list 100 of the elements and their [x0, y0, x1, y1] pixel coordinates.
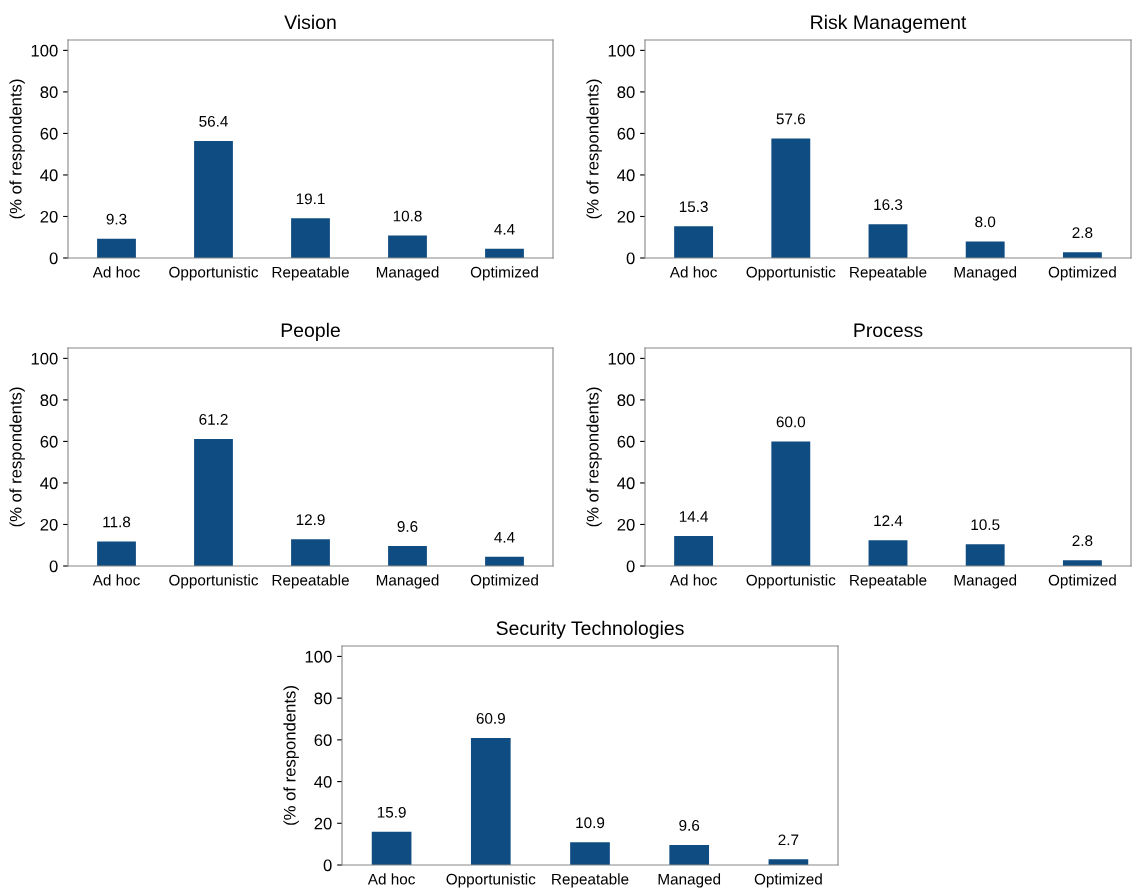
data-label: 11.8: [103, 516, 131, 528]
bar: [97, 238, 136, 258]
y-tick-label: 100: [305, 650, 332, 663]
y-tick-label: 60: [617, 127, 635, 140]
y-axis-title: (% of respondents): [9, 79, 25, 219]
data-label: 4.4: [494, 224, 515, 235]
data-label: 9.6: [679, 820, 700, 831]
data-label: 57.6: [776, 113, 805, 125]
y-tick-label: 80: [40, 394, 58, 407]
x-tick-label: Repeatable: [272, 266, 349, 281]
y-tick-label: 80: [40, 86, 58, 99]
data-label: 60.0: [776, 416, 806, 428]
y-tick-label: 20: [40, 518, 58, 531]
y-tick-label: 100: [31, 44, 58, 57]
data-label: 14.4: [679, 511, 709, 522]
x-tick-label: Ad hoc: [669, 266, 717, 278]
bar: [194, 140, 233, 258]
x-tick-label: Managed: [376, 266, 439, 281]
data-label: 61.2: [199, 413, 228, 425]
bar: [97, 541, 136, 566]
x-tick-label: Optimized: [1048, 574, 1116, 589]
data-label: 10.9: [576, 817, 605, 829]
y-tick-label: 60: [314, 734, 332, 747]
x-tick-label: Ad hoc: [367, 873, 415, 885]
x-tick-label: Managed: [954, 574, 1017, 589]
x-tick-label: Repeatable: [552, 873, 629, 888]
x-tick-label: Opportunistic: [169, 266, 259, 281]
data-label: 12.9: [296, 514, 325, 526]
bar: [388, 546, 427, 566]
data-label: 10.5: [971, 519, 1000, 531]
bar: [570, 842, 610, 865]
y-tick-label: 20: [617, 210, 635, 223]
bar: [868, 224, 908, 258]
chart-title: Security Technologies: [496, 620, 684, 639]
data-label: 56.4: [199, 115, 228, 127]
y-axis-title: (% of respondents): [9, 387, 25, 527]
y-tick-label: 60: [40, 435, 58, 448]
y-tick-label: 40: [40, 169, 58, 182]
x-tick-label: Opportunistic: [446, 873, 536, 888]
data-label: 2.8: [1072, 227, 1093, 239]
data-label: 15.3: [679, 201, 708, 213]
y-tick-label: 20: [314, 817, 332, 830]
y-tick-label: 100: [608, 44, 635, 57]
data-label: 2.8: [1072, 535, 1093, 547]
y-tick-label: 0: [323, 859, 332, 872]
x-tick-label: Repeatable: [850, 574, 927, 589]
data-label: 8.0: [975, 216, 996, 228]
data-label: 16.3: [874, 199, 903, 211]
bar: [868, 540, 908, 566]
data-label: 15.9: [377, 806, 406, 818]
bar: [371, 831, 412, 865]
y-tick-label: 40: [617, 169, 635, 182]
chart-title: Process: [854, 323, 923, 338]
y-tick-label: 80: [617, 86, 635, 99]
data-label: 19.1: [296, 193, 325, 205]
x-tick-label: Optimized: [470, 574, 538, 589]
x-tick-label: Opportunistic: [169, 574, 259, 589]
x-tick-label: Repeatable: [272, 574, 349, 589]
x-tick-label: Managed: [954, 266, 1017, 281]
chart-title: Vision: [284, 14, 336, 30]
x-tick-label: Ad hoc: [92, 266, 140, 278]
data-label: 60.9: [476, 713, 505, 724]
y-axis-title: (% of respondents): [586, 79, 602, 219]
bar: [291, 539, 330, 566]
bar: [194, 438, 233, 566]
bar: [771, 138, 811, 258]
x-tick-label: Optimized: [470, 266, 538, 281]
data-label: 10.8: [393, 210, 422, 222]
bar: [388, 235, 427, 258]
x-tick-label: Ad hoc: [669, 574, 717, 586]
data-label: 12.4: [874, 515, 903, 526]
y-tick-label: 60: [40, 127, 58, 140]
chart-title: People: [281, 322, 340, 341]
x-tick-label: Repeatable: [850, 266, 927, 281]
y-axis-title: (% of respondents): [586, 387, 602, 527]
x-tick-label: Managed: [658, 873, 721, 888]
bar: [674, 536, 714, 566]
bar: [965, 241, 1005, 258]
y-tick-label: 0: [626, 560, 635, 573]
data-label: 2.7: [778, 834, 799, 846]
y-tick-label: 40: [314, 775, 332, 788]
x-tick-label: Opportunistic: [746, 266, 836, 281]
bar: [669, 844, 710, 865]
y-tick-label: 60: [617, 435, 635, 448]
y-tick-label: 80: [617, 394, 635, 407]
data-label: 9.6: [397, 521, 418, 532]
y-tick-label: 0: [626, 252, 635, 265]
x-tick-label: Managed: [376, 574, 439, 589]
x-tick-label: Ad hoc: [92, 574, 140, 586]
data-label: 9.3: [106, 213, 127, 225]
bar: [965, 544, 1005, 566]
bar: [291, 218, 330, 258]
x-tick-label: Optimized: [754, 873, 822, 888]
y-tick-label: 40: [40, 477, 58, 490]
y-tick-label: 40: [617, 477, 635, 490]
y-tick-label: 20: [617, 518, 635, 531]
bar: [771, 441, 811, 566]
y-axis-title: (% of respondents): [283, 686, 299, 825]
x-tick-label: Optimized: [1048, 266, 1116, 281]
y-tick-label: 100: [608, 352, 635, 365]
